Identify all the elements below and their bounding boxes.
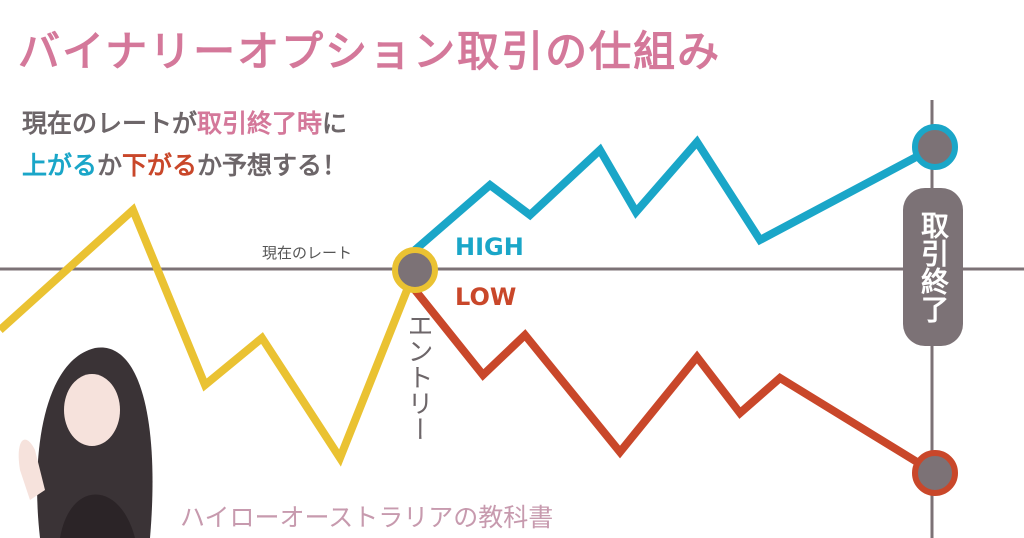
low-line (411, 287, 938, 477)
character-illustration (18, 347, 153, 538)
text: か (97, 151, 123, 180)
text: か予想する！ (197, 151, 348, 180)
description-line: 上がるか下がるか予想する！ (22, 146, 347, 182)
highlight: 取引終了時 (197, 109, 323, 138)
text: に (322, 109, 348, 138)
brand: ハイローオーストラリアの教科書 (180, 503, 554, 532)
highlight: 上がる (22, 151, 98, 180)
description-line: 現在のレートが取引終了時に (22, 104, 347, 140)
highlight: 下がる (122, 151, 198, 180)
past-rate-line (0, 203, 419, 467)
current-rate-label: 現在のレート (262, 244, 353, 262)
entry-label: エントリー (403, 312, 433, 442)
low-label: LOW (455, 283, 517, 311)
entry-point (392, 247, 438, 293)
high-label: HIGH (455, 233, 524, 261)
text: 現在のレートが (22, 109, 198, 138)
title: バイナリーオプション取引の仕組み (18, 27, 722, 76)
low-end-point (912, 450, 958, 496)
expiry-label: 取引終了 (903, 188, 963, 346)
high-end-point (912, 124, 958, 170)
high-line (412, 135, 937, 254)
